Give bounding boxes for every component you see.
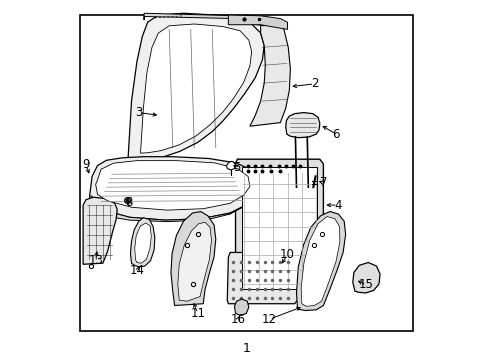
Polygon shape — [285, 113, 319, 138]
Text: 3: 3 — [135, 106, 142, 119]
Polygon shape — [89, 194, 255, 222]
Polygon shape — [234, 299, 248, 316]
Polygon shape — [241, 167, 317, 289]
Text: 13: 13 — [88, 254, 103, 267]
Text: 4: 4 — [333, 199, 341, 212]
Polygon shape — [130, 218, 155, 267]
Polygon shape — [140, 24, 251, 153]
Polygon shape — [352, 262, 379, 293]
Polygon shape — [128, 13, 264, 160]
Text: 15: 15 — [358, 278, 373, 291]
Polygon shape — [89, 157, 257, 220]
Text: 10: 10 — [280, 248, 294, 261]
Polygon shape — [227, 252, 297, 304]
Text: 14: 14 — [130, 264, 145, 277]
Text: 11: 11 — [190, 307, 205, 320]
Polygon shape — [249, 17, 290, 126]
Text: 1: 1 — [242, 342, 250, 355]
Text: 6: 6 — [331, 127, 339, 141]
Text: 7: 7 — [319, 176, 326, 189]
Bar — [80, 15, 412, 330]
Polygon shape — [171, 212, 215, 306]
Polygon shape — [83, 197, 117, 264]
Polygon shape — [301, 217, 339, 306]
Text: 16: 16 — [230, 312, 245, 326]
Polygon shape — [296, 212, 345, 311]
Text: 5: 5 — [232, 161, 240, 174]
Polygon shape — [144, 13, 264, 26]
Polygon shape — [235, 159, 323, 295]
Text: 8: 8 — [125, 196, 132, 209]
Text: 2: 2 — [310, 77, 318, 90]
Polygon shape — [228, 15, 287, 30]
Polygon shape — [178, 222, 211, 301]
Polygon shape — [135, 223, 151, 263]
Polygon shape — [96, 161, 249, 210]
Polygon shape — [226, 161, 235, 170]
Text: 9: 9 — [82, 158, 90, 171]
Text: 12: 12 — [262, 312, 277, 326]
